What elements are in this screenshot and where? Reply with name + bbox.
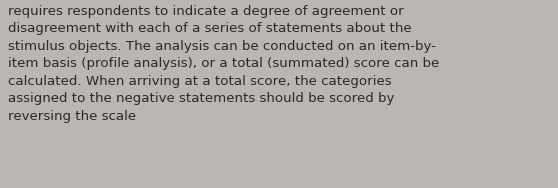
Text: requires respondents to indicate a degree of agreement or
disagreement with each: requires respondents to indicate a degre… [8,5,440,123]
